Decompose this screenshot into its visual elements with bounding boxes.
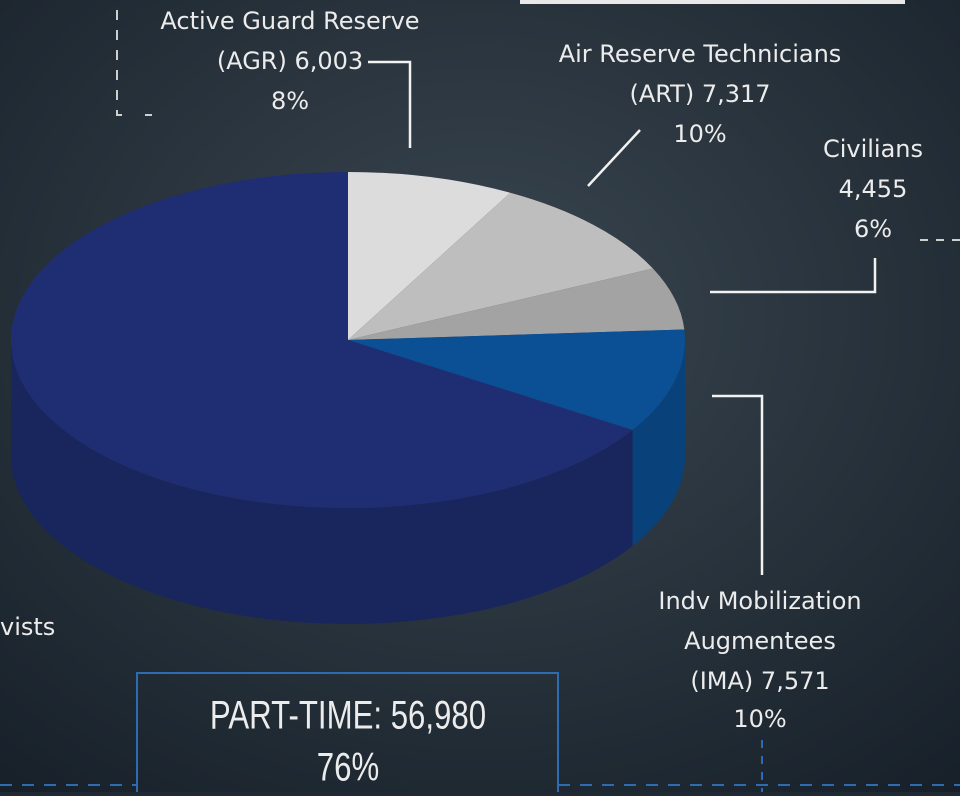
pie — [11, 172, 685, 624]
slice-label: (IMA) 7,571 — [690, 667, 829, 695]
slice-label: vists — [0, 613, 55, 641]
slice-label: Civilians — [823, 135, 923, 163]
slice-label: (AGR) 6,003 — [217, 47, 363, 75]
chart: Active Guard Reserve (AGR) 6,003 8% Air Res… — [0, 0, 960, 792]
page: Active Guard Reserve (AGR) 6,003 8% Air Res… — [0, 0, 960, 792]
value-label: 6% — [854, 215, 892, 243]
slice-label: 4,455 — [839, 175, 908, 203]
slice-label: Active Guard Reserve — [160, 7, 419, 35]
summary-text: 76% — [317, 745, 379, 790]
value-label: 10% — [673, 120, 726, 148]
slice-label: (ART) 7,317 — [629, 80, 770, 108]
slice-label: Indv Mobilization — [658, 587, 861, 615]
value-label: 8% — [271, 87, 309, 115]
slice-label: Air Reserve Technicians — [559, 40, 842, 68]
slice-label: Augmentees — [684, 627, 836, 655]
value-label: 10% — [733, 705, 786, 733]
summary-text: PART-TIME: 56,980 — [210, 693, 486, 738]
